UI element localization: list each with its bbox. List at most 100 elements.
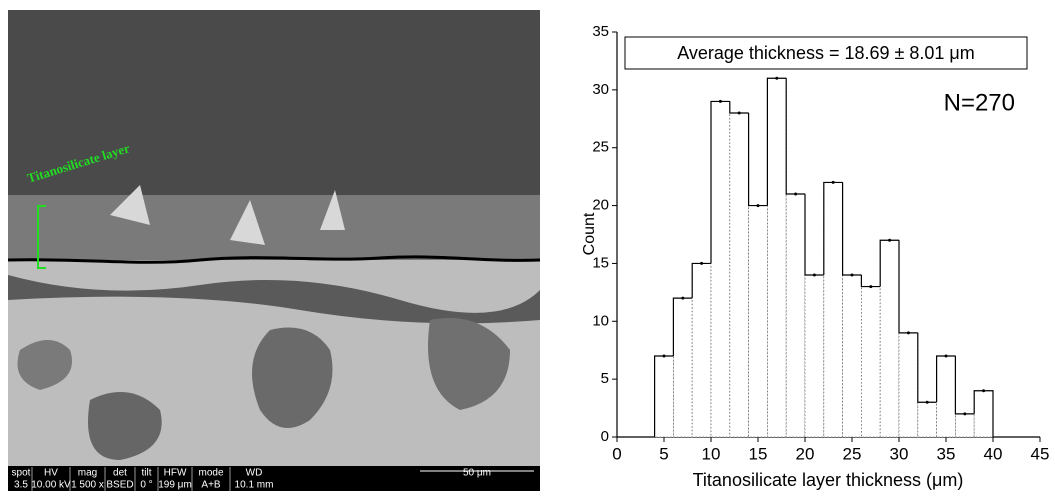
bar-dot <box>812 273 816 277</box>
bar <box>729 112 749 438</box>
y-tick-label: 0 <box>601 428 609 445</box>
bar <box>955 413 975 438</box>
bar-outline <box>804 194 824 276</box>
info-value: 1 500 x <box>71 480 104 491</box>
bar <box>654 355 674 438</box>
info-header: mode <box>198 468 223 479</box>
info-value: BSED <box>106 480 133 491</box>
layer-region <box>8 195 540 265</box>
info-value: 10.1 mm <box>235 480 274 491</box>
bar-dot <box>982 389 986 393</box>
bar-dot <box>775 76 779 80</box>
info-header: WD <box>246 468 263 479</box>
bar <box>748 205 768 438</box>
rough-band <box>8 275 540 324</box>
bar-dot <box>756 204 760 208</box>
histogram-chart: Count Titanosilicate layer thickness (μm… <box>581 23 1049 490</box>
annotation-box <box>624 36 1028 70</box>
info-value: A+B <box>201 480 221 491</box>
bar-outline <box>936 355 956 403</box>
bar <box>861 286 881 438</box>
annotation: Average thickness = 18.69 ± 8.01 μm <box>677 43 975 63</box>
phase-blob <box>88 392 162 460</box>
bar-dot <box>906 331 910 335</box>
phase-blob <box>428 318 510 410</box>
bar <box>673 297 693 438</box>
bar-outline <box>860 275 881 288</box>
bar-dot <box>925 400 929 404</box>
info-header: tilt <box>142 468 152 479</box>
bar <box>785 193 806 438</box>
bar-dot <box>869 285 873 289</box>
bar <box>917 401 937 438</box>
bar-outline <box>879 239 899 287</box>
y-tick-label: 10 <box>592 312 609 329</box>
info-header: spot <box>12 468 31 479</box>
x-tick-label: 5 <box>659 444 668 463</box>
bar-outline <box>710 100 730 264</box>
bar <box>804 274 825 438</box>
matrix-region <box>8 10 540 210</box>
x-tick-label: 15 <box>749 444 768 463</box>
bar-outline <box>785 78 805 195</box>
info-value: 3.5 <box>14 480 28 491</box>
y-tick-label: 35 <box>592 23 609 40</box>
info-header: det <box>113 468 127 479</box>
x-tick-label: 45 <box>1031 444 1050 463</box>
scale-label: 50 μm <box>463 468 491 479</box>
info-header: HV <box>44 468 58 479</box>
phase-blob <box>252 327 333 428</box>
bar <box>936 355 956 438</box>
x-tick-label: 0 <box>612 444 621 463</box>
bar-outline <box>898 240 918 334</box>
layer-bracket <box>37 205 46 269</box>
bar-outline <box>672 297 693 356</box>
bar <box>710 101 731 438</box>
x-axis-label: Titanosilicate layer thickness (μm) <box>693 470 964 490</box>
bar-outline <box>917 332 937 403</box>
info-value: 199 μm <box>158 480 192 491</box>
info-header: mag <box>78 468 97 479</box>
bar <box>898 332 919 438</box>
info-value: 0 ° <box>140 480 152 491</box>
x-tick-label: 35 <box>937 444 956 463</box>
bar <box>767 77 787 438</box>
bar <box>691 263 712 438</box>
y-tick-label: 15 <box>592 254 609 271</box>
bar <box>973 390 994 438</box>
y-tick-label: 25 <box>592 139 609 156</box>
info-value: 10.00 kV <box>31 480 71 491</box>
bar-outline <box>729 101 749 114</box>
bar-dot <box>944 354 948 358</box>
phase-blob <box>17 340 72 390</box>
x-tick-label: 30 <box>890 444 909 463</box>
bar-outline <box>823 181 843 275</box>
bar-dot <box>681 296 685 300</box>
info-bar <box>8 466 540 491</box>
y-tick-label: 20 <box>592 197 609 214</box>
bar-dot <box>794 192 798 196</box>
bar-dot <box>700 261 704 265</box>
bar-dot <box>963 412 967 416</box>
bar-outline <box>954 356 975 415</box>
crack <box>7 255 541 264</box>
bar-outline <box>691 262 711 299</box>
bar-dot <box>888 238 892 242</box>
bar-dot <box>662 354 666 358</box>
bar-dot <box>850 273 854 277</box>
y-tick-label: 5 <box>601 370 609 387</box>
y-axis-label: Count <box>581 212 598 255</box>
x-tick-label: 40 <box>984 444 1003 463</box>
x-tick-label: 25 <box>843 444 862 463</box>
y-tick-label: 30 <box>592 81 609 98</box>
bar-outline <box>748 113 768 207</box>
x-tick-label: 20 <box>796 444 815 463</box>
annotation: N=270 <box>944 89 1015 116</box>
info-header: HFW <box>164 468 187 479</box>
bar <box>823 182 843 438</box>
x-tick-label: 10 <box>702 444 721 463</box>
bar-dot <box>831 180 835 184</box>
